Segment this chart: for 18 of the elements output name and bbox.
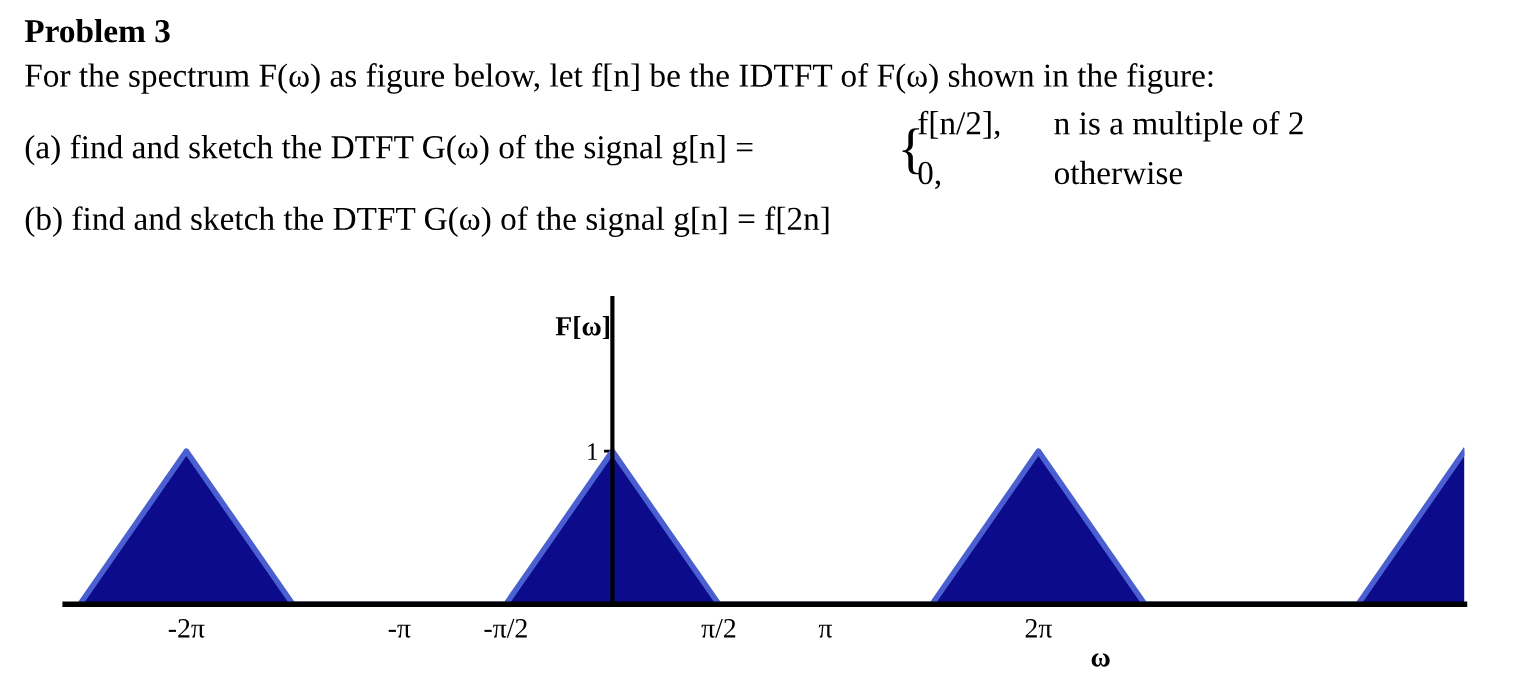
text: otherwise <box>1054 160 1183 185</box>
x-tick-label: -π/2 <box>484 619 527 638</box>
x-tick-label: -π <box>388 624 411 638</box>
text: (a) find and sketch the DTFT G(ω) of the signal g[n] = <box>25 134 753 166</box>
chart-title: Problem 3 <box>24 18 170 43</box>
text: { <box>902 128 920 175</box>
text: n is a multiple of 2 <box>1054 110 1303 142</box>
text: (b) find and sketch the DTFT G(ω) of the signal g[n] = f[2n] <box>25 206 829 237</box>
x-tick-label: 2π <box>1025 619 1052 638</box>
x-axis-title: ω <box>1091 653 1110 667</box>
text: For the spectrum F(ω) as figure below, let f[n] be the IDTFT of F(ω) shown in the figure: <box>25 63 1213 94</box>
x-tick-label: -2π <box>168 619 205 638</box>
y-tick-label: 1 <box>588 443 597 460</box>
x-tick-label: π <box>818 624 833 638</box>
y-axis-title: F[ω] <box>555 316 609 340</box>
text: 0, <box>918 161 941 190</box>
x-tick-label: π/2 <box>701 619 736 638</box>
text: f[n/2], <box>918 110 1000 140</box>
